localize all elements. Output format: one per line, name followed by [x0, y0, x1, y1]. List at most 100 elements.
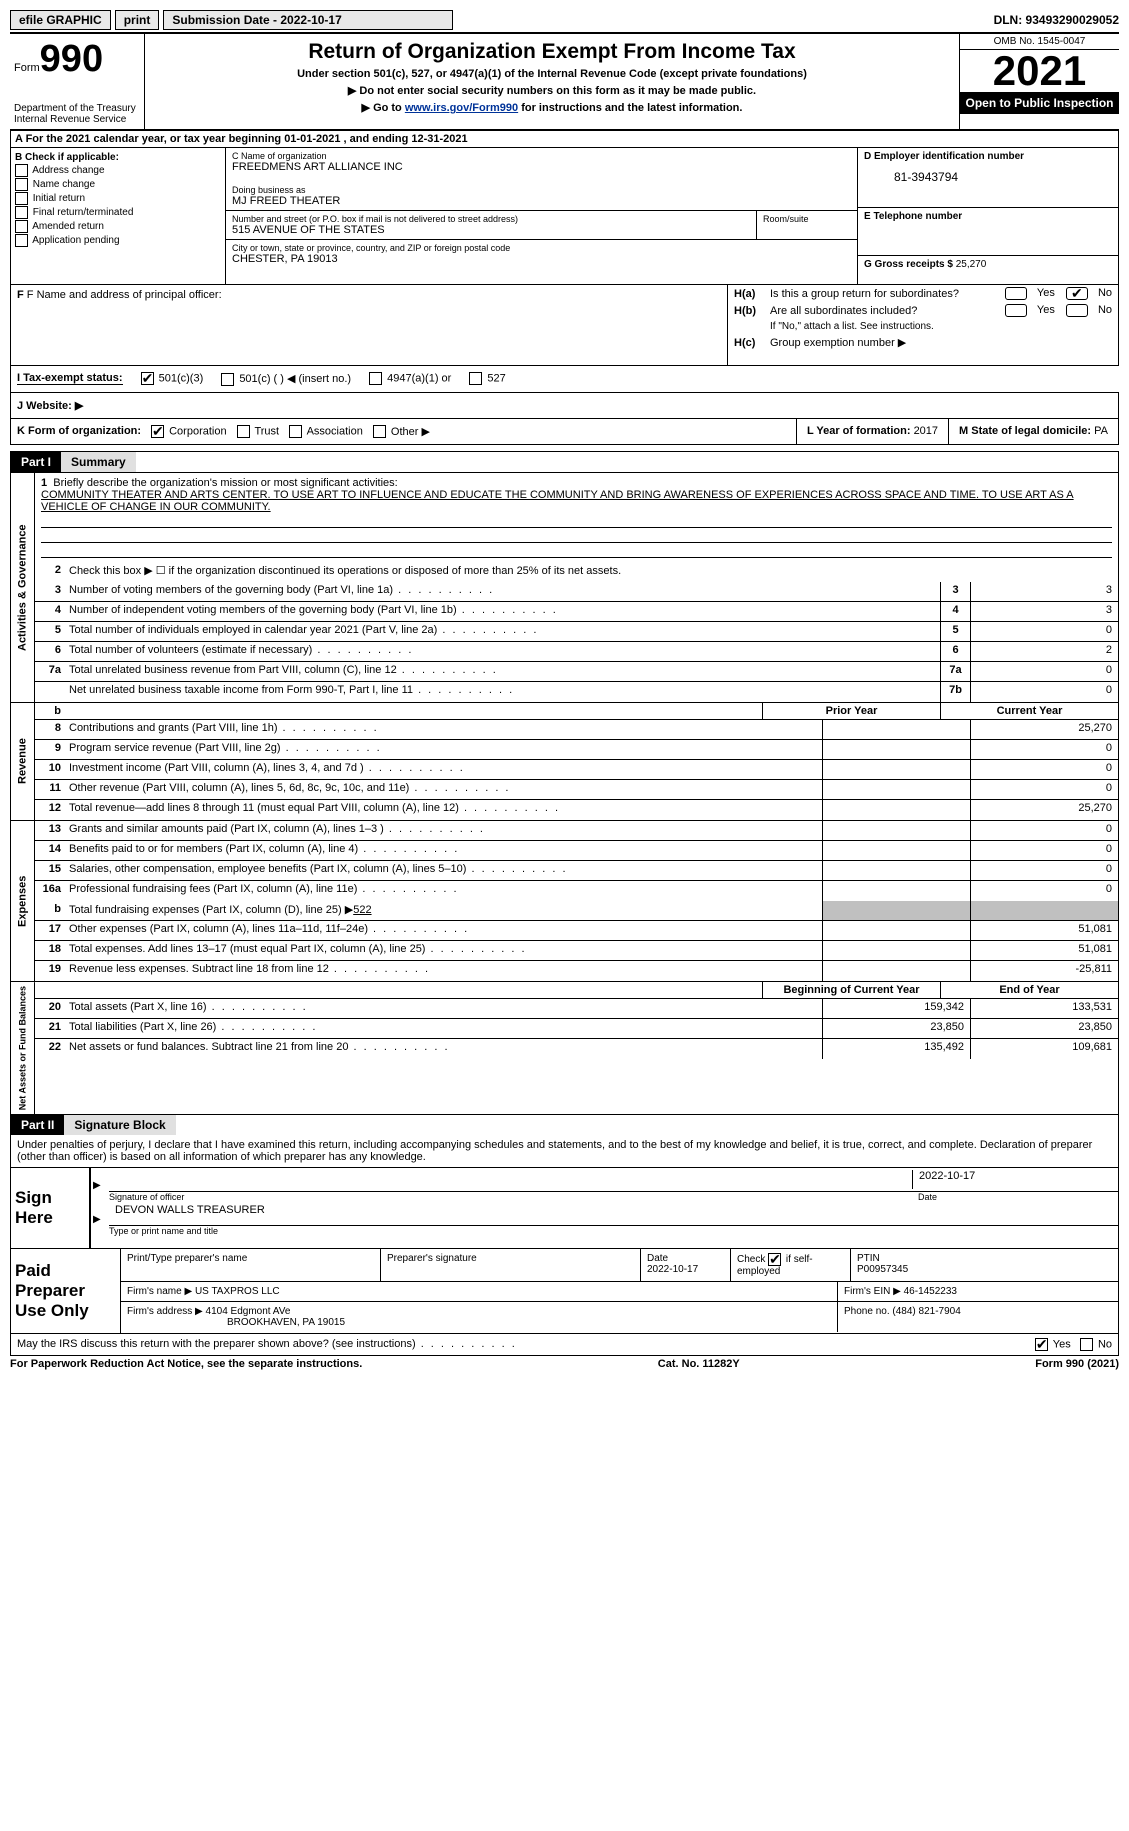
- prior-year-h: Prior Year: [762, 703, 940, 719]
- col-b-label: B Check if applicable:: [15, 152, 221, 163]
- ha-yes[interactable]: [1005, 287, 1027, 300]
- row-num: 22: [35, 1039, 65, 1059]
- table-row: Net unrelated business taxable income fr…: [35, 682, 1118, 702]
- row-prior: 135,492: [822, 1039, 970, 1059]
- part2-header-row: Part IISignature Block: [10, 1115, 1119, 1135]
- part1-header-row: Part ISummary: [10, 451, 1119, 472]
- line16b-prior: [822, 901, 970, 920]
- row-curr: 0: [970, 841, 1118, 860]
- k-mid: L Year of formation: 2017: [796, 419, 948, 445]
- initial-return[interactable]: Initial return: [15, 192, 221, 205]
- row-desc: Revenue less expenses. Subtract line 18 …: [65, 961, 822, 981]
- row-desc: Grants and similar amounts paid (Part IX…: [65, 821, 822, 840]
- inst2: ▶ Go to www.irs.gov/Form990 for instruct…: [151, 101, 953, 114]
- ein-label: D Employer identification number: [864, 151, 1112, 162]
- discuss-no[interactable]: [1080, 1338, 1093, 1351]
- row-val: 0: [970, 682, 1118, 702]
- print-name: Print/Type preparer's name: [121, 1249, 381, 1281]
- row-curr: -25,811: [970, 961, 1118, 981]
- row-num: 15: [35, 861, 65, 880]
- prep-label: Paid Preparer Use Only: [11, 1249, 121, 1333]
- col-c: C Name of organization FREEDMENS ART ALL…: [226, 148, 858, 284]
- amended[interactable]: Amended return: [15, 220, 221, 233]
- line1-label: Briefly describe the organization's miss…: [53, 477, 397, 489]
- tax-4947[interactable]: 4947(a)(1) or: [369, 372, 451, 385]
- row-num: 17: [35, 921, 65, 940]
- tax-501c[interactable]: 501(c) ( ) ◀ (insert no.): [221, 372, 351, 386]
- firm-ein-label: Firm's EIN ▶: [844, 1286, 901, 1297]
- officer-label: F F Name and address of principal office…: [17, 289, 721, 301]
- header-right: OMB No. 1545-0047 2021 Open to Public In…: [959, 34, 1119, 129]
- row-num: 12: [35, 800, 65, 820]
- row-num: 19: [35, 961, 65, 981]
- phone-label: E Telephone number: [864, 211, 1112, 222]
- firm-addr2: BROOKHAVEN, PA 19015: [127, 1317, 345, 1328]
- ha-row: H(a) Is this a group return for subordin…: [728, 285, 1118, 302]
- tax-501c3[interactable]: 501(c)(3): [141, 372, 204, 385]
- row-val: 3: [970, 582, 1118, 601]
- row-desc: Number of voting members of the governin…: [65, 582, 940, 601]
- row-prior: 159,342: [822, 999, 970, 1018]
- dba: MJ FREED THEATER: [232, 195, 851, 207]
- row-num: 4: [35, 602, 65, 621]
- row-prior: [822, 961, 970, 981]
- row-num: 9: [35, 740, 65, 759]
- hb-yesno: Yes No: [997, 304, 1112, 317]
- top-bar: efile GRAPHIC print Submission Date - 20…: [10, 10, 1119, 32]
- firm-name: US TAXPROS LLC: [195, 1286, 280, 1297]
- row-prior: 23,850: [822, 1019, 970, 1038]
- k-corp[interactable]: Corporation: [151, 425, 227, 438]
- row-desc: Total number of volunteers (estimate if …: [65, 642, 940, 661]
- addr-label: Number and street (or P.O. box if mail i…: [232, 214, 750, 224]
- name-change[interactable]: Name change: [15, 178, 221, 191]
- cell-addr: Number and street (or P.O. box if mail i…: [226, 211, 857, 240]
- row-prior: [822, 760, 970, 779]
- row-desc: Net unrelated business taxable income fr…: [65, 682, 940, 702]
- tax-527[interactable]: 527: [469, 372, 505, 385]
- row-curr: 0: [970, 821, 1118, 840]
- app-pending[interactable]: Application pending: [15, 234, 221, 247]
- addr-change[interactable]: Address change: [15, 164, 221, 177]
- firm-addr1: 4104 Edgmont AVe: [206, 1306, 291, 1317]
- sig-officer-line: 2022-10-17: [109, 1168, 1118, 1192]
- row-prior: [822, 800, 970, 820]
- header-left: Form990 Department of the Treasury Inter…: [10, 34, 145, 129]
- efile-btn[interactable]: efile GRAPHIC: [10, 10, 111, 30]
- k-other[interactable]: Other ▶: [373, 425, 430, 439]
- row-prior: [822, 841, 970, 860]
- form-number: 990: [40, 38, 103, 80]
- ha-no[interactable]: [1066, 287, 1088, 300]
- self-emp-check[interactable]: [768, 1253, 781, 1266]
- tax-label: I Tax-exempt status:: [17, 372, 123, 385]
- discuss-yes[interactable]: [1035, 1338, 1048, 1351]
- l-val: 2017: [914, 425, 938, 437]
- hb-yes[interactable]: [1005, 304, 1027, 317]
- print-btn[interactable]: print: [115, 10, 160, 30]
- ha-text: Is this a group return for subordinates?: [770, 288, 959, 300]
- main-header: Form990 Department of the Treasury Inter…: [10, 32, 1119, 130]
- table-row: 21 Total liabilities (Part X, line 26) 2…: [35, 1019, 1118, 1039]
- row-prior: [822, 821, 970, 840]
- line1-text: COMMUNITY THEATER AND ARTS CENTER. TO US…: [41, 489, 1074, 513]
- footer-mid: Cat. No. 11282Y: [658, 1358, 740, 1370]
- line2-num: 2: [35, 562, 65, 582]
- final-return[interactable]: Final return/terminated: [15, 206, 221, 219]
- k-assoc[interactable]: Association: [289, 425, 363, 438]
- row-curr: 0: [970, 740, 1118, 759]
- table-row: 3 Number of voting members of the govern…: [35, 582, 1118, 602]
- k-trust[interactable]: Trust: [237, 425, 280, 438]
- k-right: M State of legal domicile: PA: [948, 419, 1118, 445]
- line16b-val: 522: [353, 904, 371, 916]
- inst2-link[interactable]: www.irs.gov/Form990: [405, 102, 518, 114]
- row-curr: 25,270: [970, 800, 1118, 820]
- cell-name: C Name of organization FREEDMENS ART ALL…: [226, 148, 857, 211]
- current-year-h: Current Year: [940, 703, 1118, 719]
- col-b: B Check if applicable: Address change Na…: [11, 148, 226, 284]
- row-num: 16a: [35, 881, 65, 901]
- year-header-net: Beginning of Current Year End of Year: [35, 982, 1118, 999]
- discuss-row: May the IRS discuss this return with the…: [10, 1334, 1119, 1356]
- hb-no[interactable]: [1066, 304, 1088, 317]
- cell-phone: E Telephone number: [858, 208, 1118, 256]
- prep-sig: Preparer's signature: [381, 1249, 641, 1281]
- row-prior: [822, 720, 970, 739]
